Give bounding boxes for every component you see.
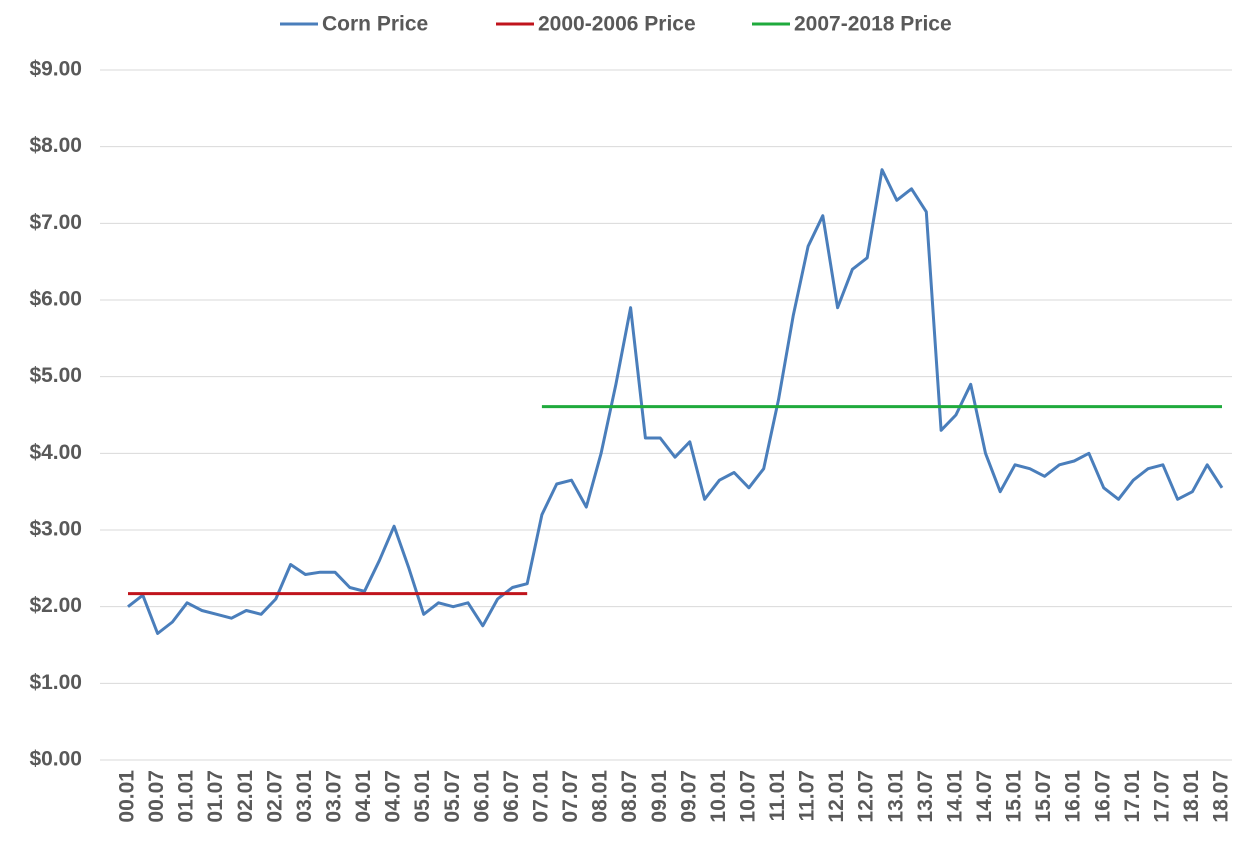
x-tick-label: 06.01 — [470, 770, 493, 823]
y-tick-label: $3.00 — [29, 518, 82, 541]
y-tick-label: $5.00 — [29, 364, 82, 387]
legend-label: 2000-2006 Price — [538, 13, 696, 36]
x-tick-label: 09.01 — [648, 770, 671, 823]
y-tick-label: $1.00 — [29, 671, 82, 694]
x-tick-label: 09.07 — [677, 770, 700, 823]
x-tick-label: 11.07 — [796, 770, 819, 821]
x-tick-label: 00.07 — [145, 770, 168, 823]
x-tick-label: 05.07 — [441, 770, 464, 823]
series-line — [127, 168, 1224, 635]
x-tick-label: 02.01 — [234, 770, 257, 823]
y-tick-label: $4.00 — [29, 441, 82, 464]
legend-label: 2007-2018 Price — [794, 13, 952, 36]
x-tick-label: 04.01 — [352, 770, 375, 823]
x-tick-label: 18.07 — [1210, 770, 1233, 823]
x-tick-label: 14.07 — [973, 770, 996, 823]
x-tick-label: 07.07 — [559, 770, 582, 823]
x-tick-label: 03.07 — [323, 770, 346, 823]
y-tick-label: $6.00 — [29, 288, 82, 311]
x-tick-label: 07.01 — [529, 770, 552, 823]
x-tick-label: 13.01 — [884, 770, 907, 823]
x-tick-label: 17.07 — [1150, 770, 1173, 823]
x-tick-label: 15.07 — [1032, 770, 1055, 823]
x-tick-label: 12.01 — [825, 770, 848, 823]
x-tick-label: 13.07 — [914, 770, 937, 823]
x-tick-label: 18.01 — [1180, 770, 1203, 823]
y-tick-label: $7.00 — [29, 211, 82, 234]
x-tick-label: 04.07 — [382, 770, 405, 823]
x-tick-label: 08.07 — [618, 770, 641, 823]
y-tick-label: $8.00 — [29, 134, 82, 157]
x-tick-label: 00.01 — [116, 770, 139, 823]
x-tick-label: 16.01 — [1062, 770, 1085, 823]
y-tick-label: $9.00 — [29, 58, 82, 81]
x-tick-label: 06.07 — [500, 770, 523, 823]
y-tick-label: $0.00 — [29, 748, 82, 771]
x-tick-label: 16.07 — [1091, 770, 1114, 823]
x-tick-label: 10.07 — [736, 770, 759, 823]
x-tick-label: 05.01 — [411, 770, 434, 823]
x-tick-label: 02.07 — [263, 770, 286, 823]
x-tick-label: 14.01 — [943, 770, 966, 823]
y-tick-label: $2.00 — [29, 594, 82, 617]
x-tick-label: 03.01 — [293, 770, 316, 823]
legend-label: Corn Price — [322, 13, 428, 36]
x-tick-label: 08.01 — [589, 770, 612, 823]
x-tick-label: 10.01 — [707, 770, 730, 823]
x-tick-label: 01.01 — [175, 770, 198, 823]
x-tick-label: 11.01 — [766, 770, 789, 822]
x-tick-label: 12.07 — [855, 770, 878, 823]
x-tick-label: 17.01 — [1121, 770, 1144, 823]
x-tick-label: 01.07 — [204, 770, 227, 823]
x-tick-label: 15.01 — [1003, 770, 1026, 823]
